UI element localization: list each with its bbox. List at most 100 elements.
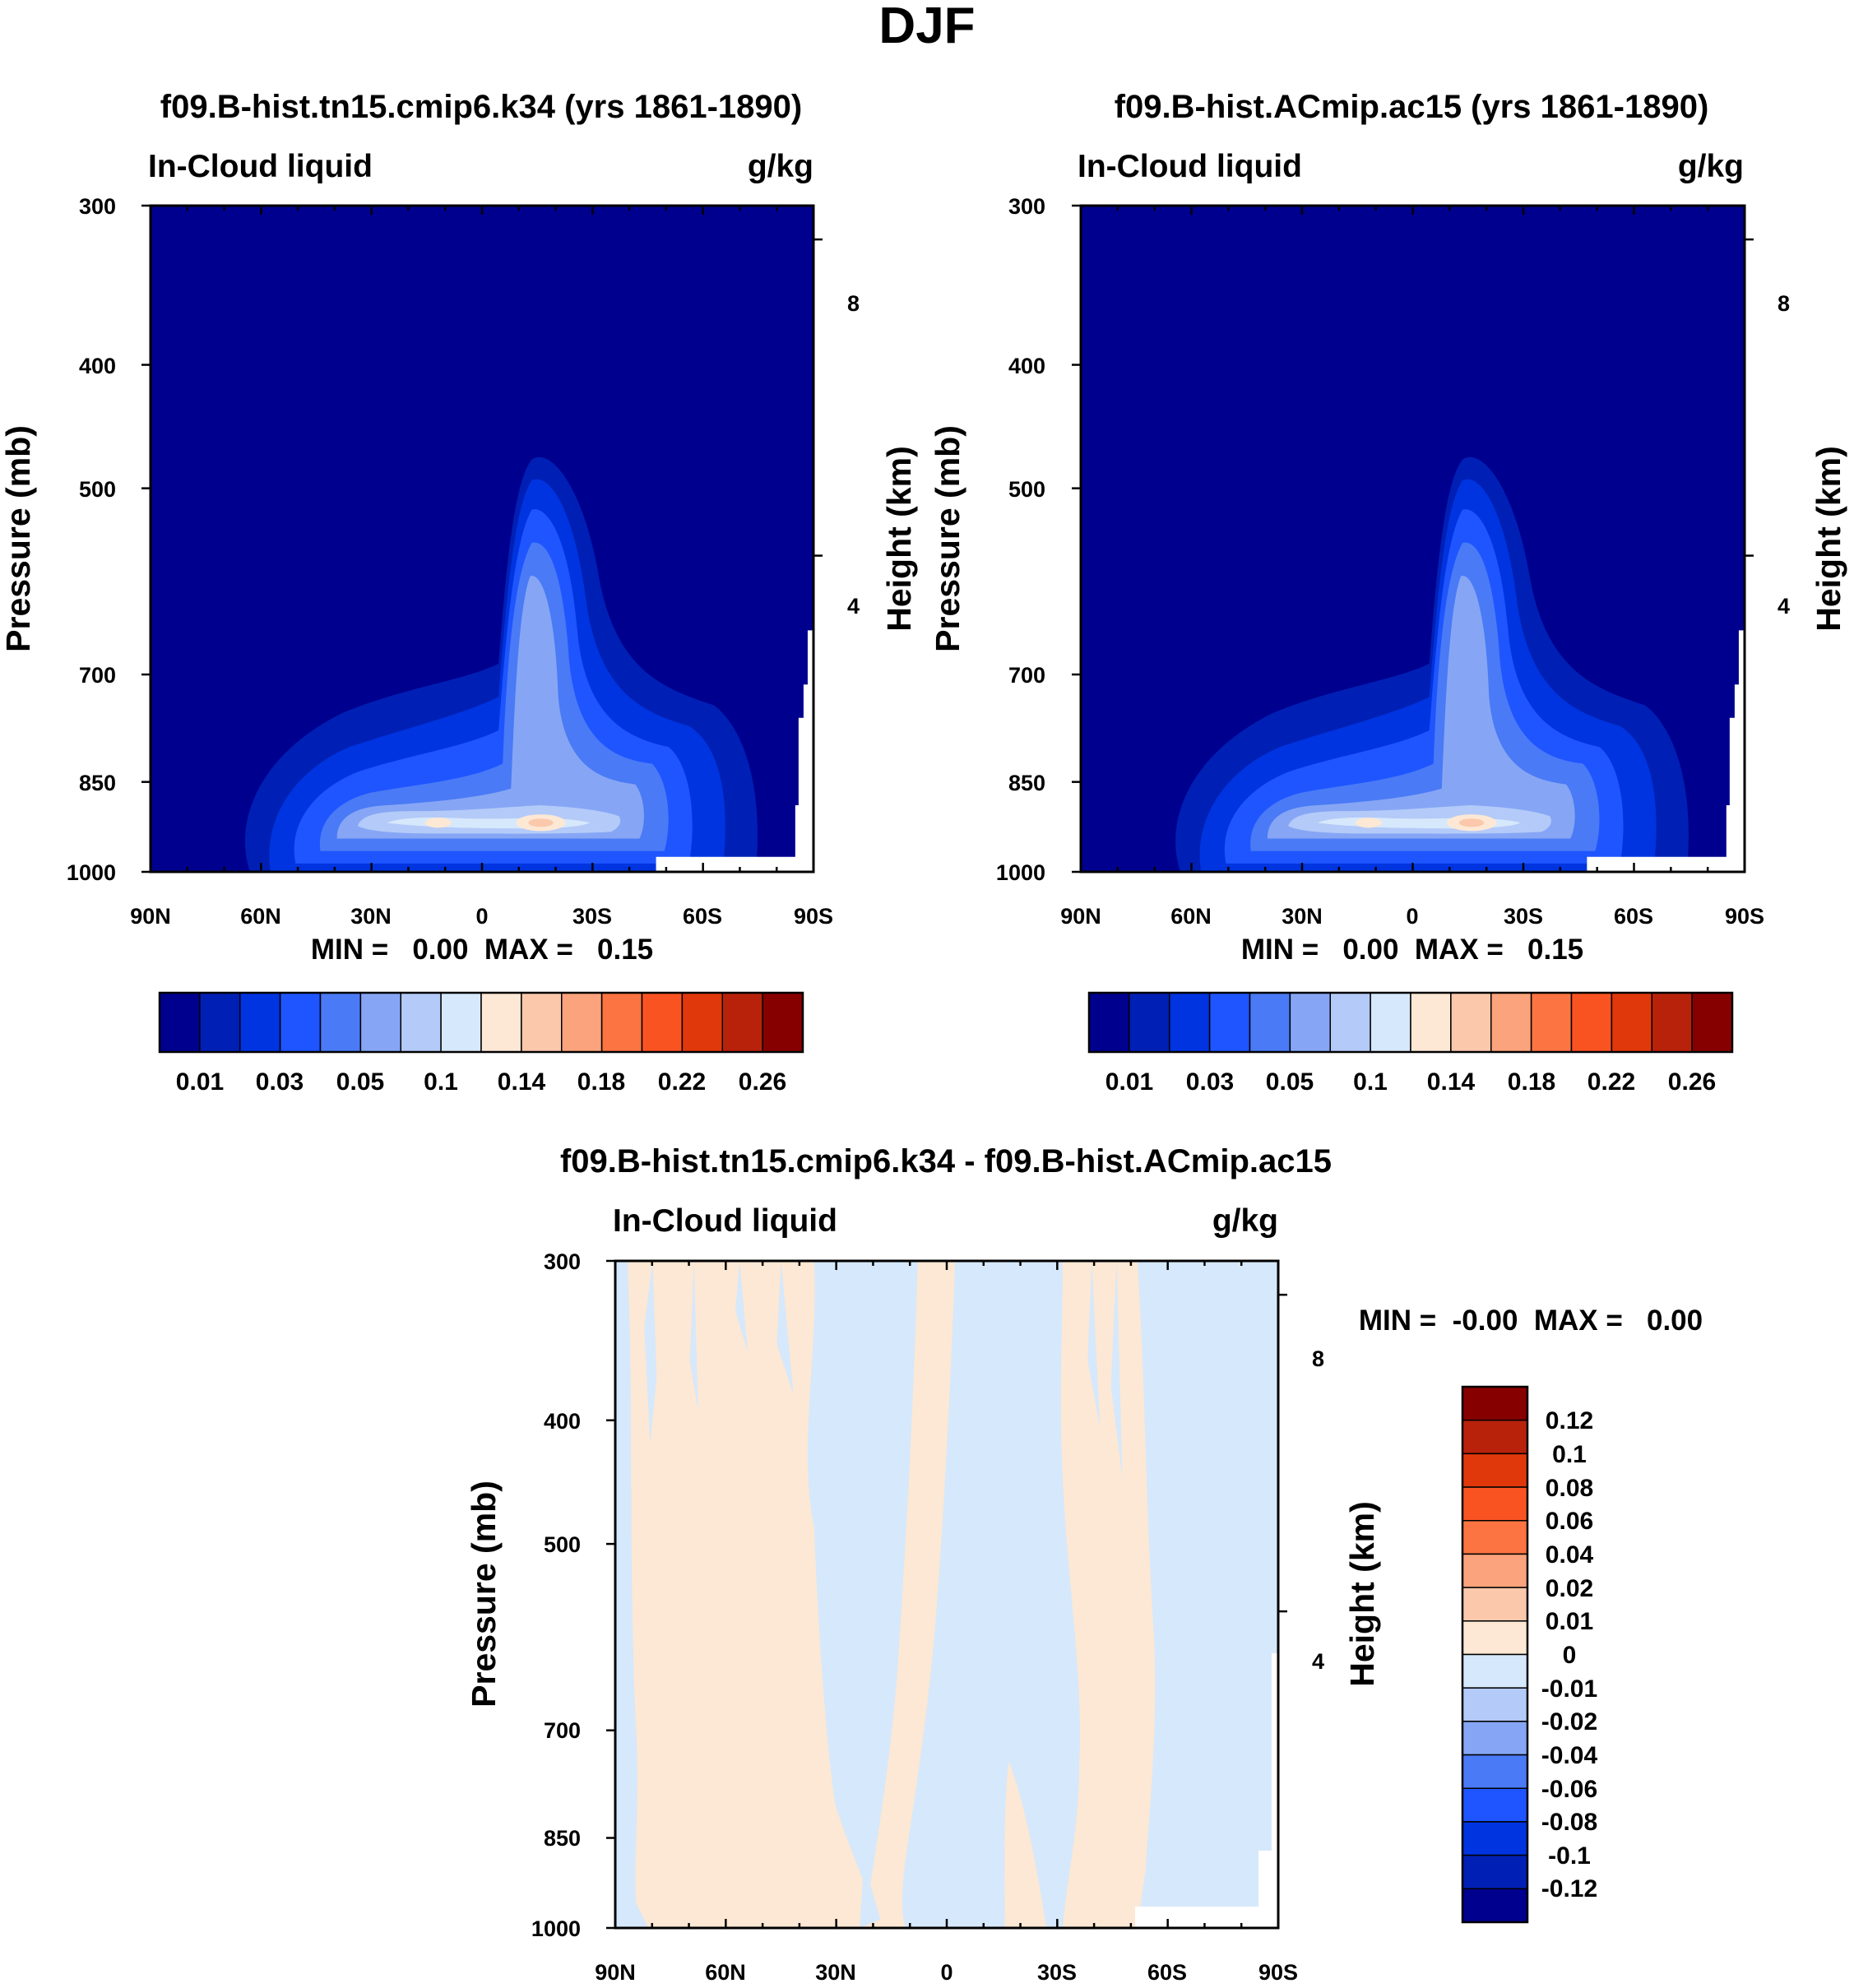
colorbar-swatch — [521, 992, 563, 1053]
colorbar-swatch — [199, 992, 241, 1053]
colorbar-swatch — [1462, 1721, 1528, 1756]
panel-1-cb-label-1: 0.03 — [256, 1068, 304, 1096]
positive-region-southeast — [1004, 1761, 1046, 1928]
panel-3-y-tick-300: 300 — [544, 1249, 581, 1274]
colorbar-swatch — [1462, 1888, 1528, 1923]
panel-2-cb-label-5: 0.18 — [1508, 1068, 1555, 1096]
panel-3-cb-label-5: 0.02 — [1546, 1575, 1593, 1602]
panel-3-y-axis-title: Pressure (mb) — [465, 1481, 503, 1708]
panel-1-cb-label-2: 0.05 — [336, 1068, 384, 1096]
panel-1-x-tick-30S: 30S — [572, 904, 612, 929]
contour-band-0.14-north — [1355, 818, 1383, 828]
panel-3-x-tick-30N: 30N — [815, 1960, 856, 1985]
colorbar-swatch — [1208, 992, 1251, 1053]
colorbar-swatch — [600, 992, 643, 1053]
panel-2-x-tick-30S: 30S — [1504, 904, 1543, 929]
panel-2-height-tick-8: 8 — [1778, 291, 1790, 316]
panel-1-x-tick-90N: 90N — [130, 904, 171, 929]
contour-band-0.16 — [1458, 818, 1485, 827]
panel-3-cb-label-8: -0.01 — [1541, 1675, 1597, 1703]
panel-1-right-axis-title: Height (km) — [880, 446, 918, 632]
colorbar-swatch — [1370, 992, 1411, 1053]
panel-1-title: f09.B-hist.tn15.cmip6.k34 (yrs 1861-1890… — [160, 89, 802, 125]
panel-1-x-tick-60N: 60N — [240, 904, 281, 929]
negative-streak-3 — [735, 1261, 749, 1353]
colorbar-swatch — [400, 992, 442, 1053]
colorbar-swatch — [1462, 1453, 1528, 1488]
panel-2-y-tick-300: 300 — [1008, 194, 1045, 219]
panel-2-y-axis-title: Pressure (mb) — [929, 425, 966, 652]
panel-1-colorbar — [158, 991, 804, 1054]
panel-3-cb-label-9: -0.02 — [1541, 1708, 1597, 1735]
panel-1-contours — [245, 456, 813, 872]
colorbar-swatch — [1462, 1854, 1528, 1890]
contour-band-0.16 — [528, 818, 554, 827]
panel-2-y-tick-1000: 1000 — [996, 860, 1045, 885]
colorbar-swatch — [561, 992, 603, 1053]
colorbar-swatch — [1462, 1386, 1528, 1421]
panel-2-cb-label-2: 0.05 — [1266, 1068, 1314, 1096]
panel-3-colorbar — [1461, 1385, 1529, 1924]
negative-streak-6 — [1110, 1261, 1123, 1478]
panel-3-height-tick-4: 4 — [1312, 1649, 1324, 1674]
panel-2-ticks — [1072, 204, 1754, 874]
panel-3-cb-label-7: 0 — [1563, 1642, 1577, 1669]
panel-3-min-max: MIN = -0.00 MAX = 0.00 — [1359, 1304, 1703, 1337]
colorbar-swatch — [1289, 992, 1331, 1053]
colorbar-swatch — [681, 992, 723, 1053]
positive-region-tropics — [864, 1261, 956, 1928]
panel-3-cb-label-10: -0.04 — [1541, 1742, 1598, 1769]
colorbar-swatch — [1462, 1687, 1528, 1722]
panel-1-ticks — [141, 204, 823, 874]
colorbar-swatch — [721, 992, 763, 1053]
panel-3-x-tick-60S: 60S — [1147, 1960, 1187, 1985]
panel-3-cb-label-12: -0.08 — [1541, 1809, 1597, 1836]
panel-2-y-tick-500: 500 — [1008, 477, 1045, 502]
panel-1-min-max: MIN = 0.00 MAX = 0.15 — [311, 934, 653, 966]
colorbar-swatch — [480, 992, 522, 1053]
colorbar-swatch — [641, 992, 684, 1053]
panel-3-y-tick-400: 400 — [544, 1409, 581, 1434]
panel-2-cb-label-7: 0.26 — [1668, 1068, 1716, 1096]
panel-2-units-label: g/kg — [1678, 149, 1744, 184]
colorbar-swatch — [1329, 992, 1371, 1053]
colorbar-swatch — [1462, 1419, 1528, 1455]
colorbar-swatch — [762, 992, 804, 1053]
colorbar-swatch — [159, 992, 201, 1053]
panel-2-cb-label-4: 0.14 — [1427, 1068, 1476, 1096]
panel-1-cb-label-0: 0.01 — [176, 1068, 224, 1096]
colorbar-swatch — [1462, 1587, 1528, 1622]
panel-1-y-tick-700: 700 — [79, 663, 116, 688]
negative-streak-2 — [689, 1261, 698, 1411]
panel-2: f09.B-hist.ACmip.ac15 (yrs 1861-1890) In… — [929, 89, 1847, 1096]
panel-3-cb-label-11: -0.06 — [1541, 1776, 1597, 1803]
colorbar-swatch — [239, 992, 281, 1053]
colorbar-swatch — [440, 992, 482, 1053]
colorbar-swatch — [1570, 992, 1613, 1053]
negative-streak-5 — [1087, 1261, 1101, 1428]
colorbar-outline — [1087, 991, 1734, 1054]
panel-2-cb-label-3: 0.1 — [1353, 1068, 1388, 1096]
panel-2-y-tick-850: 850 — [1008, 771, 1045, 795]
panel-3-ticks — [606, 1259, 1287, 1930]
panel-2-colorbar — [1087, 991, 1734, 1054]
colorbar-swatch — [1691, 992, 1733, 1053]
panel-3-cb-label-13: -0.1 — [1548, 1842, 1591, 1870]
colorbar-swatch — [1169, 992, 1211, 1053]
panel-3-height-tick-8: 8 — [1312, 1346, 1324, 1371]
panel-1-y-tick-1000: 1000 — [67, 860, 116, 885]
positive-region-south — [1060, 1261, 1156, 1928]
colorbar-swatch — [1410, 992, 1452, 1053]
colorbar-swatch — [1651, 992, 1693, 1053]
panel-3-cb-label-3: 0.06 — [1546, 1508, 1593, 1535]
panel-3-x-tick-0: 0 — [940, 1960, 952, 1985]
panel-1-y-tick-850: 850 — [79, 771, 116, 795]
panel-2-title: f09.B-hist.ACmip.ac15 (yrs 1861-1890) — [1115, 89, 1709, 125]
panel-3-x-tick-60N: 60N — [705, 1960, 746, 1985]
panel-2-x-tick-0: 0 — [1406, 904, 1418, 929]
panel-1-x-tick-0: 0 — [475, 904, 488, 929]
panel-3-cb-label-6: 0.01 — [1546, 1608, 1593, 1635]
negative-streak-4 — [776, 1261, 794, 1395]
panel-3-cb-label-14: -0.12 — [1541, 1875, 1597, 1902]
panel-3-x-tick-90N: 90N — [595, 1960, 636, 1985]
